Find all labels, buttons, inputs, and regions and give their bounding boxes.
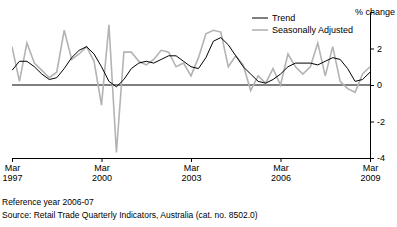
y-axis-title: % change [355,7,395,17]
y-tick-label: -4 [377,153,385,163]
x-tick: Mar2003 [181,158,201,183]
plot-area [12,25,370,153]
legend-swatch [252,29,268,31]
y-tick: 2 [370,44,382,54]
y-tick: -2 [370,117,385,127]
legend: Trend Seasonally Adjusted [252,13,353,35]
x-tick: Mar2000 [92,158,112,183]
x-axis: Mar1997 Mar2000 Mar2003 Mar2006 Mar2009 [2,158,380,183]
legend-swatch [252,18,268,19]
x-tick-label: Mar2009 [360,163,380,183]
y-tick-mark [370,49,374,50]
y-axis-line [371,13,375,159]
series-line [12,38,370,87]
series-line [12,25,370,153]
y-tick-mark [370,85,374,86]
x-tick: Mar1997 [2,158,22,183]
x-tick-mark [12,158,13,162]
y-axis: -4 -2 0 2 [370,13,385,164]
x-tick-label: Mar2006 [271,163,291,183]
y-tick-label: -2 [377,117,385,127]
x-tick-label: Mar1997 [2,163,22,183]
x-tick: Mar2006 [271,158,291,183]
y-tick-label: 0 [377,80,382,90]
annotation: Reference year 2006-07 [2,197,94,207]
y-tick: -4 [370,153,385,163]
x-tick-mark [281,158,282,162]
legend-label: Trend [272,13,295,23]
x-tick-mark [102,158,103,162]
x-tick-label: Mar2003 [181,163,201,183]
x-tick-mark [191,158,192,162]
y-tick-label: 2 [377,44,382,54]
y-tick: 0 [370,80,382,90]
y-tick-mark [370,122,374,123]
x-tick: Mar2009 [360,158,380,183]
legend-label: Seasonally Adjusted [272,25,353,35]
chart: -4 -2 0 2 % change Mar1997 Mar2000 Mar2003 Mar20… [0,0,397,227]
x-tick-mark [370,158,371,162]
x-axis-line [13,159,371,163]
zero-line [12,85,370,86]
annotation: Source: Retail Trade Quarterly Indicator… [2,210,258,220]
x-tick-label: Mar2000 [92,163,112,183]
